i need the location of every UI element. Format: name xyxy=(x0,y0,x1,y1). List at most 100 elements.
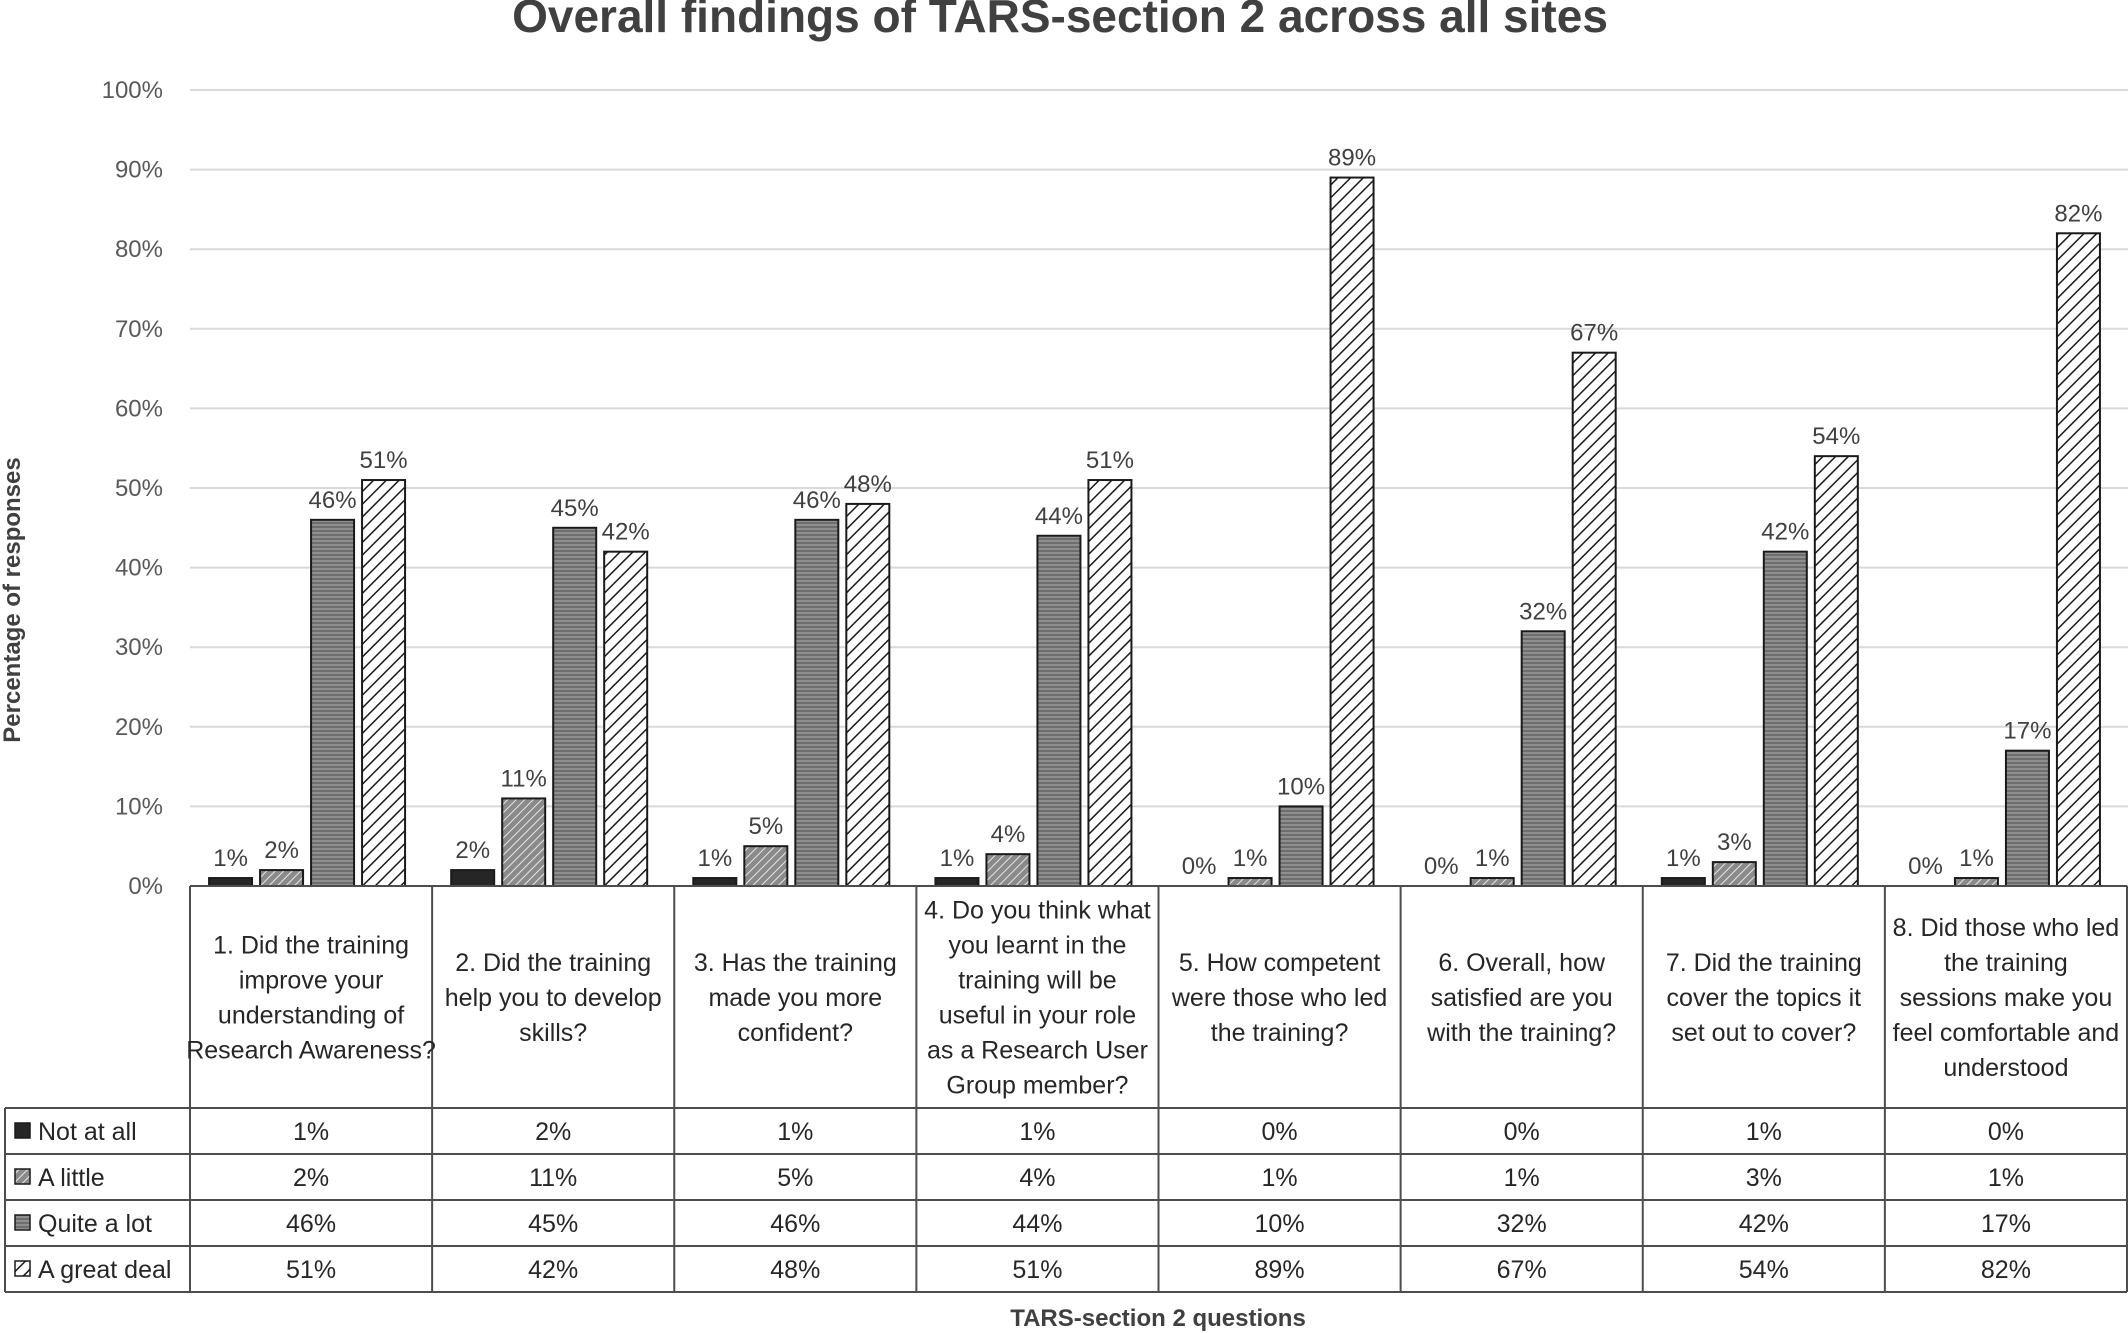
legend-label: Not at all xyxy=(38,1118,137,1146)
bar xyxy=(1571,351,1617,887)
legend-key xyxy=(14,1168,31,1185)
table-cell: 1% xyxy=(1988,1164,2024,1192)
table-cell: 11% xyxy=(529,1164,577,1192)
table-cell: 67% xyxy=(1497,1256,1547,1284)
y-axis-title: Percentage of responses xyxy=(0,457,26,742)
table-cell: 1% xyxy=(1261,1164,1297,1192)
data-label: 46% xyxy=(309,487,357,514)
data-label: 51% xyxy=(360,447,408,474)
table-cell: 51% xyxy=(286,1256,336,1284)
bar xyxy=(794,518,840,888)
table-cell: 1% xyxy=(293,1118,329,1146)
data-label: 44% xyxy=(1035,503,1083,530)
table-cell: 4% xyxy=(1019,1164,1055,1192)
table-cell: 0% xyxy=(1504,1118,1540,1146)
data-labels: 1% 2% 1% 1% 0% 0% 1% 0%2%11%5% 4%1% 1%3%1%46% 45% 4… xyxy=(213,145,2102,880)
data-label: 5% xyxy=(748,813,783,840)
bar xyxy=(985,853,1031,887)
y-tick-label: 0% xyxy=(128,873,163,900)
y-tick-label: 70% xyxy=(115,316,163,343)
bars xyxy=(208,176,2101,888)
data-label: 1% xyxy=(1233,845,1268,872)
bar xyxy=(208,877,254,887)
bar xyxy=(1278,805,1324,888)
data-label: 2% xyxy=(264,837,299,864)
data-label: 1% xyxy=(213,845,248,872)
table-cell: 48% xyxy=(770,1256,820,1284)
table-cell: 2% xyxy=(535,1118,571,1146)
bar xyxy=(1660,877,1706,887)
table-cell: 82% xyxy=(1981,1256,2031,1284)
data-label: 10% xyxy=(1277,773,1325,800)
table-cell: 32% xyxy=(1497,1210,1547,1238)
table-cell: 10% xyxy=(1255,1210,1305,1238)
bar xyxy=(1813,455,1859,887)
table-cell: 5% xyxy=(777,1164,813,1192)
data-label: 89% xyxy=(1328,145,1376,172)
data-label: 51% xyxy=(1086,447,1134,474)
data-label: 1% xyxy=(940,845,975,872)
bar xyxy=(450,869,496,888)
legend-key xyxy=(14,1122,31,1139)
data-label: 1% xyxy=(1475,845,1510,872)
data-label: 0% xyxy=(1424,853,1459,880)
bar xyxy=(310,518,356,888)
data-label: 1% xyxy=(1666,845,1701,872)
category-label: 7. Did the training cover the topics it se… xyxy=(1666,949,1862,1047)
data-label: 42% xyxy=(602,519,650,546)
bar xyxy=(361,479,407,887)
data-label: 11% xyxy=(501,765,547,792)
data-label: 1% xyxy=(1959,845,1994,872)
bar xyxy=(743,845,789,888)
data-label: 4% xyxy=(991,821,1026,848)
y-tick-label: 10% xyxy=(115,793,163,820)
bar xyxy=(1036,534,1082,887)
table-cell: 89% xyxy=(1255,1256,1305,1284)
category-label: 4. Do you think what you learnt in the tra… xyxy=(924,897,1151,1100)
category-label: 1. Did the training improve your understan… xyxy=(186,932,436,1065)
legend-label: A great deal xyxy=(38,1256,171,1284)
table-cell: 46% xyxy=(770,1210,820,1238)
legend-label: Quite a lot xyxy=(38,1210,152,1238)
category-label: 2. Did the training help you to develop sk… xyxy=(445,949,662,1047)
data-table: 1. Did the training improve your understan… xyxy=(4,885,2128,1293)
data-label: 67% xyxy=(1570,320,1618,347)
y-axis-ticks: 0% 10% 20% 30% 40% 50% 60% 70% 80% 90% 100% xyxy=(102,77,163,900)
bar xyxy=(1469,877,1515,887)
data-label: 0% xyxy=(1908,853,1943,880)
data-label: 3% xyxy=(1717,829,1752,856)
data-label: 2% xyxy=(455,837,490,864)
table-cell: 3% xyxy=(1746,1164,1782,1192)
y-tick-label: 60% xyxy=(115,395,163,422)
x-axis-title: TARS-section 2 questions xyxy=(1010,1305,1306,1332)
category-label: 5. How competent were those who led the tr… xyxy=(1171,949,1387,1047)
table-cell: 2% xyxy=(293,1164,329,1192)
table-cell: 42% xyxy=(528,1256,578,1284)
bar xyxy=(1227,877,1273,887)
data-label: 48% xyxy=(844,471,892,498)
bar xyxy=(1329,176,1375,887)
table-cell: 54% xyxy=(1739,1256,1789,1284)
bar xyxy=(692,877,738,887)
bar xyxy=(1087,479,1133,887)
y-tick-label: 30% xyxy=(115,634,163,661)
chart-title: Overall findings of TARS-section 2 acros… xyxy=(512,0,1608,42)
data-label: 45% xyxy=(551,495,599,522)
table-cell: 1% xyxy=(1019,1118,1055,1146)
bar xyxy=(845,502,891,887)
legend-key xyxy=(14,1260,31,1277)
table-cell: 51% xyxy=(1012,1256,1062,1284)
data-label: 54% xyxy=(1812,423,1860,450)
y-tick-label: 80% xyxy=(115,236,163,263)
legend-key xyxy=(14,1214,31,1231)
bar xyxy=(1762,550,1808,887)
data-label: 1% xyxy=(697,845,732,872)
bar xyxy=(259,869,305,888)
bar xyxy=(1953,877,1999,887)
table-cell: 0% xyxy=(1988,1118,2024,1146)
data-label: 82% xyxy=(2054,200,2102,227)
table-cell: 1% xyxy=(1504,1164,1540,1192)
table-cell: 45% xyxy=(528,1210,578,1238)
data-label: 17% xyxy=(2003,718,2051,745)
